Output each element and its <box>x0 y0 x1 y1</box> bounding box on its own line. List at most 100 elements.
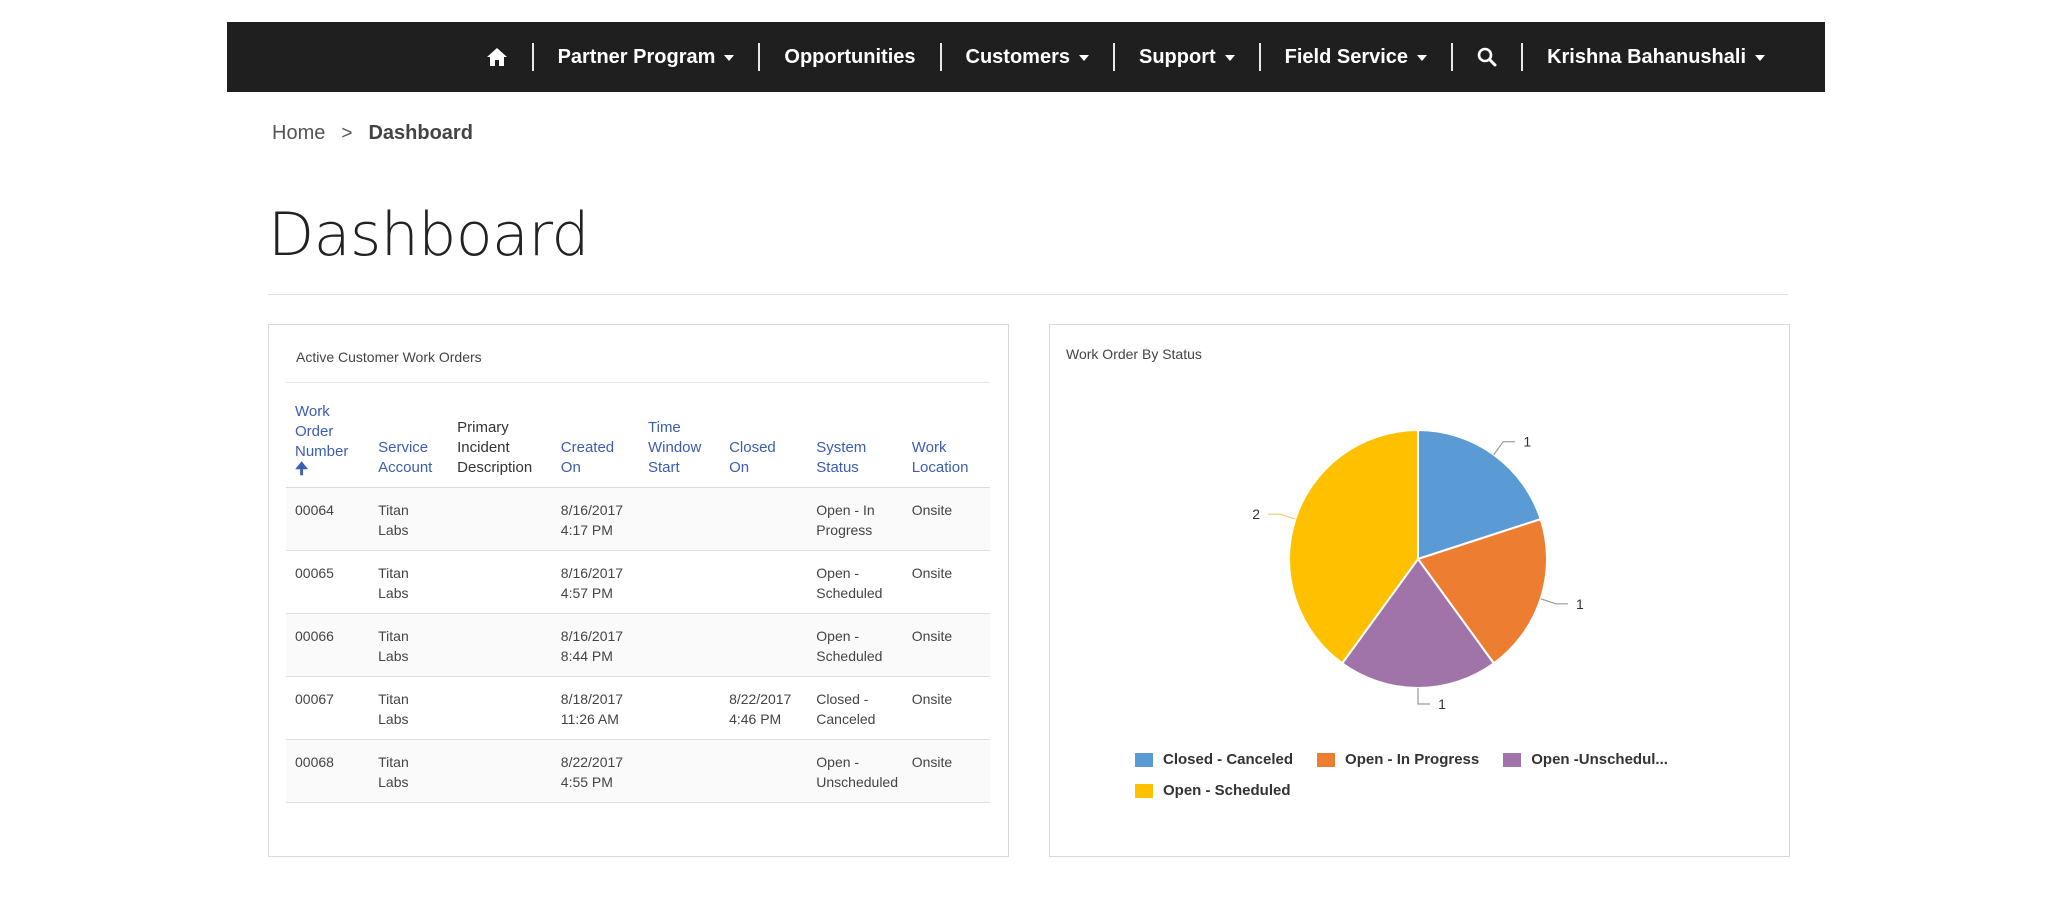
nav-customers[interactable]: Customers <box>942 22 1113 92</box>
work-orders-table: Work Order Number 🠉 Service Account Prim… <box>286 382 990 803</box>
cell-system-status: Open - In Progress <box>807 487 903 551</box>
legend-label: Open - Scheduled <box>1163 782 1291 799</box>
cell-service-account: Titan Labs <box>369 613 449 677</box>
page-title: Dashboard <box>268 200 590 270</box>
top-nav: Partner Program Opportunities Customers … <box>227 22 1825 92</box>
column-label: Work Order Number <box>295 403 349 460</box>
cell-text: Open - Scheduled <box>816 565 883 601</box>
cell-service-account: Titan Labs <box>369 487 449 551</box>
legend-swatch <box>1135 783 1153 798</box>
column-header-service-account[interactable]: Service Account <box>369 382 449 488</box>
nav-opportunities-label: Opportunities <box>784 45 916 68</box>
cell-incident <box>448 676 552 740</box>
nav-field-service[interactable]: Field Service <box>1261 22 1451 92</box>
column-header-work-order-number[interactable]: Work Order Number 🠉 <box>286 382 370 488</box>
work-orders-panel: Active Customer Work Orders Work Order N… <box>268 324 1009 857</box>
table-row[interactable]: 00065 Titan Labs 8/16/2017 4:57 PM Open … <box>286 550 990 614</box>
nav-separator <box>758 43 761 71</box>
table-row[interactable]: 00067 Titan Labs 8/18/2017 11:26 AM 8/22… <box>286 676 990 740</box>
legend-item[interactable]: Open - Scheduled <box>1135 782 1291 799</box>
nav-separator <box>1113 43 1115 71</box>
breadcrumb-current: Dashboard <box>368 122 473 144</box>
table-row[interactable]: 00066 Titan Labs 8/16/2017 8:44 PM Open … <box>286 613 990 677</box>
pie-slice[interactable] <box>1288 428 1419 665</box>
cell-work-location: Onsite <box>902 487 990 551</box>
cell-closed-on: 8/22/2017 4:46 PM <box>720 676 808 740</box>
pie-chart: 1 1 1 2 <box>1252 428 1584 712</box>
legend-label: Open -Unschedul... <box>1531 751 1668 768</box>
breadcrumb-home[interactable]: Home <box>272 122 326 144</box>
nav-partner-program[interactable]: Partner Program <box>534 22 759 92</box>
cell-window-start <box>639 676 721 740</box>
chart-legend: Closed - Canceled Open - In Progress Open … <box>1135 751 1695 813</box>
cell-work-order-number[interactable]: 00067 <box>286 676 370 740</box>
table-row[interactable]: 00064 Titan Labs 8/16/2017 4:17 PM Open … <box>286 487 990 551</box>
breadcrumb: Home > Dashboard <box>272 122 473 145</box>
pie-slice[interactable] <box>1416 517 1548 665</box>
cell-work-order-number[interactable]: 00065 <box>286 550 370 614</box>
pie-slice[interactable] <box>1417 428 1542 561</box>
column-header-primary-incident: Primary Incident Description <box>448 382 552 488</box>
pie-leader-line <box>1493 441 1516 455</box>
pie-data-label: 2 <box>1252 506 1260 522</box>
cell-created-on: 8/16/2017 8:44 PM <box>551 613 639 677</box>
cell-service-account: Titan Labs <box>369 676 449 740</box>
cell-text: Titan Labs <box>378 691 409 727</box>
cell-work-order-number[interactable]: 00068 <box>286 739 370 803</box>
nav-separator <box>531 43 534 71</box>
cell-work-order-number[interactable]: 00066 <box>286 613 370 677</box>
cell-text: Open - In Progress <box>816 502 875 538</box>
cell-system-status: Closed - Canceled <box>807 676 903 740</box>
cell-window-start <box>639 550 721 614</box>
pie-leader-line <box>1540 598 1568 605</box>
cell-text: Open - Unscheduled <box>816 754 899 790</box>
nav-opportunities[interactable]: Opportunities <box>760 22 939 92</box>
user-name: Krishna Bahanushali <box>1547 45 1746 68</box>
cell-incident <box>448 613 552 677</box>
work-order-status-chart-panel: Work Order By Status 1 1 1 2 Closed - Cance… <box>1049 324 1790 857</box>
cell-work-location: Onsite <box>902 676 990 740</box>
cell-closed-on <box>720 613 808 677</box>
cell-text: Closed - Canceled <box>816 691 876 727</box>
legend-item[interactable]: Open - In Progress <box>1317 751 1479 768</box>
cell-incident <box>448 550 552 614</box>
pie-data-label: 1 <box>1576 596 1584 612</box>
nav-partner-program-label: Partner Program <box>557 45 716 68</box>
cell-work-order-number[interactable]: 00064 <box>286 487 370 551</box>
cell-work-location: Onsite <box>902 550 990 614</box>
legend-item[interactable]: Closed - Canceled <box>1135 751 1293 768</box>
cell-text: Titan Labs <box>378 628 409 664</box>
column-header-closed-on[interactable]: Closed On <box>720 382 808 488</box>
cell-created-on: 8/18/2017 11:26 AM <box>551 676 639 740</box>
nav-separator <box>939 43 942 71</box>
cell-window-start <box>639 613 721 677</box>
table-row[interactable]: 00068 Titan Labs 8/22/2017 4:55 PM Open … <box>286 739 990 803</box>
chevron-down-icon <box>1417 55 1428 61</box>
column-header-system-status[interactable]: System Status <box>807 382 903 488</box>
cell-service-account: Titan Labs <box>369 550 449 614</box>
pie-slice[interactable] <box>1340 557 1496 689</box>
pie-leader-line <box>1268 513 1296 520</box>
column-label: Closed On <box>729 439 776 476</box>
column-header-time-window-start[interactable]: Time Window Start <box>639 382 721 488</box>
column-header-work-location[interactable]: Work Location <box>902 382 990 488</box>
nav-home[interactable] <box>462 22 532 92</box>
work-orders-title: Active Customer Work Orders <box>296 349 482 365</box>
nav-customers-label: Customers <box>965 45 1070 68</box>
title-divider <box>268 294 1788 295</box>
legend-label: Closed - Canceled <box>1163 751 1294 768</box>
breadcrumb-separator: > <box>341 122 353 144</box>
cell-closed-on <box>720 550 808 614</box>
chevron-down-icon <box>1079 55 1089 61</box>
nav-support[interactable]: Support <box>1115 22 1259 92</box>
nav-search[interactable] <box>1453 22 1521 92</box>
cell-text: 8/18/2017 11:26 AM <box>560 691 624 727</box>
cell-text: Titan Labs <box>378 565 409 601</box>
nav-user-menu[interactable]: Krishna Bahanushali <box>1523 22 1789 92</box>
cell-created-on: 8/16/2017 4:17 PM <box>551 487 639 551</box>
cell-text: 8/16/2017 4:57 PM <box>560 565 624 601</box>
nav-separator <box>1521 43 1524 71</box>
sort-ascending-icon: 🠉 <box>295 461 309 478</box>
legend-item[interactable]: Open -Unschedul... <box>1503 751 1668 768</box>
column-header-created-on[interactable]: Created On <box>551 382 639 488</box>
